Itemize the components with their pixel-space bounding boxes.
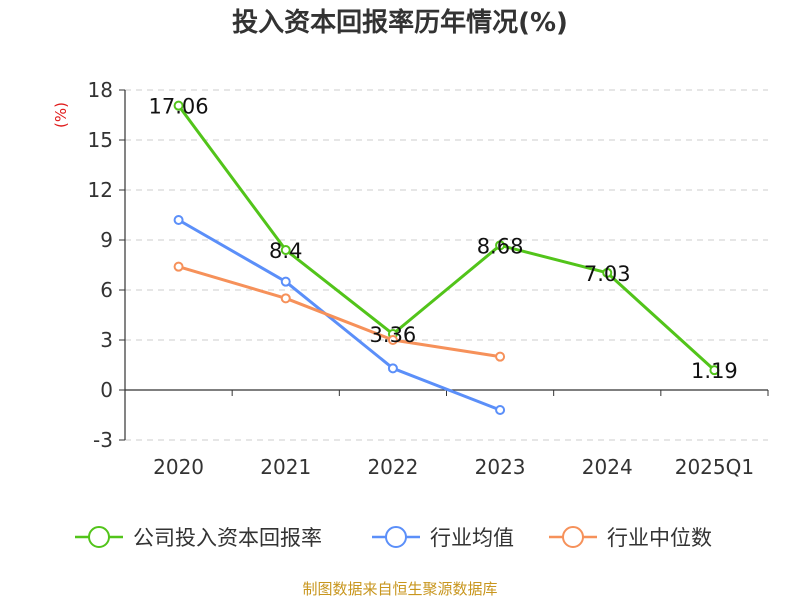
y-tick-label: 3 (100, 328, 113, 352)
x-tick-label: 2024 (582, 455, 633, 479)
data-point (387, 363, 398, 374)
legend-label: 行业中位数 (607, 526, 712, 550)
data-point (173, 261, 184, 272)
data-point (495, 351, 506, 362)
series-line (178, 265, 501, 359)
series-2 (173, 215, 506, 415)
y-tick-label: 9 (100, 228, 113, 252)
series-1 (173, 100, 720, 376)
data-label: 1.19 (691, 359, 738, 383)
legend-marker (385, 526, 407, 548)
y-tick-label: -3 (93, 428, 113, 452)
data-point (280, 293, 291, 304)
x-tick-label: 2021 (260, 455, 311, 479)
legend-item-3: 行业中位数 (549, 526, 712, 550)
y-tick-label: 15 (88, 128, 113, 152)
data-point (709, 365, 720, 376)
legend-item-2: 行业均值 (372, 526, 514, 550)
chart-title: 投入资本回报率历年情况(%) (232, 8, 568, 38)
data-point (387, 335, 398, 345)
x-tick-label: 2020 (153, 455, 204, 479)
data-point (173, 215, 184, 225)
y-tick-label: 6 (100, 278, 113, 302)
y-tick-label: 0 (100, 378, 113, 402)
data-point (280, 276, 291, 287)
series-line (177, 104, 716, 372)
x-tick-label: 2025Q1 (675, 455, 754, 479)
legend-marker (562, 526, 584, 548)
legend-marker (88, 526, 110, 548)
legend-label: 公司投入资本回报率 (133, 526, 322, 550)
series-line (177, 218, 501, 412)
x-tick-label: 2022 (367, 455, 418, 479)
data-point (280, 245, 291, 255)
legend-item-1: 公司投入资本回报率 (75, 526, 322, 550)
data-label: 7.03 (584, 262, 631, 286)
data-point (173, 100, 184, 111)
x-tick-label: 2023 (475, 455, 526, 479)
y-tick-label: 12 (88, 178, 113, 202)
data-label: 8.68 (477, 234, 524, 258)
legend-label: 行业均值 (430, 526, 514, 550)
data-label: 17.06 (149, 95, 209, 119)
data-source-note: 制图数据来自恒生聚源数据库 (302, 580, 498, 598)
data-label: 8.4 (269, 239, 302, 263)
series-3 (173, 261, 506, 362)
data-label: 3.36 (370, 323, 417, 347)
data-point (495, 405, 506, 415)
data-point (602, 267, 613, 278)
y-tick-label: 18 (88, 78, 113, 102)
data-point (495, 240, 506, 251)
